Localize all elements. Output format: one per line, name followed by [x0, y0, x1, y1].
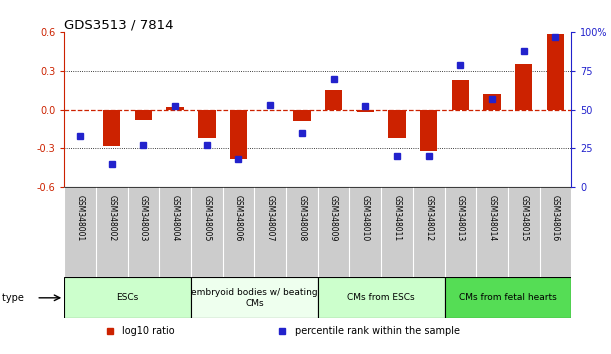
- Bar: [420, 110, 437, 151]
- Bar: [547, 34, 564, 110]
- Text: GSM348013: GSM348013: [456, 195, 465, 241]
- Bar: [325, 90, 342, 110]
- Text: ESCs: ESCs: [117, 293, 139, 302]
- Bar: [198, 110, 216, 138]
- Bar: [357, 110, 374, 112]
- Text: GSM348004: GSM348004: [170, 195, 180, 241]
- Bar: [452, 80, 469, 110]
- Bar: [388, 110, 406, 138]
- Text: cell type: cell type: [0, 293, 24, 303]
- Text: GSM348009: GSM348009: [329, 195, 338, 241]
- Text: GSM348016: GSM348016: [551, 195, 560, 241]
- Text: GSM348001: GSM348001: [76, 195, 84, 241]
- Bar: [318, 278, 445, 318]
- Text: GSM348007: GSM348007: [266, 195, 275, 241]
- Bar: [191, 278, 318, 318]
- Text: GSM348010: GSM348010: [360, 195, 370, 241]
- Text: GSM348006: GSM348006: [234, 195, 243, 241]
- Text: GSM348005: GSM348005: [202, 195, 211, 241]
- Text: CMs from ESCs: CMs from ESCs: [347, 293, 415, 302]
- Text: GSM348014: GSM348014: [488, 195, 497, 241]
- Text: percentile rank within the sample: percentile rank within the sample: [295, 326, 460, 336]
- Text: GSM348015: GSM348015: [519, 195, 529, 241]
- Bar: [64, 278, 191, 318]
- Bar: [166, 107, 184, 110]
- Bar: [134, 110, 152, 120]
- Bar: [230, 110, 247, 159]
- Bar: [515, 64, 532, 110]
- Text: GSM348012: GSM348012: [424, 195, 433, 241]
- Bar: [293, 110, 310, 121]
- Text: log10 ratio: log10 ratio: [122, 326, 175, 336]
- Bar: [483, 94, 501, 110]
- Text: GSM348002: GSM348002: [107, 195, 116, 241]
- Text: embryoid bodies w/ beating
CMs: embryoid bodies w/ beating CMs: [191, 288, 318, 308]
- Text: GDS3513 / 7814: GDS3513 / 7814: [64, 19, 174, 32]
- Text: GSM348008: GSM348008: [298, 195, 306, 241]
- Bar: [445, 278, 571, 318]
- Bar: [103, 110, 120, 146]
- Text: GSM348003: GSM348003: [139, 195, 148, 241]
- Text: CMs from fetal hearts: CMs from fetal hearts: [459, 293, 557, 302]
- Text: GSM348011: GSM348011: [392, 195, 401, 241]
